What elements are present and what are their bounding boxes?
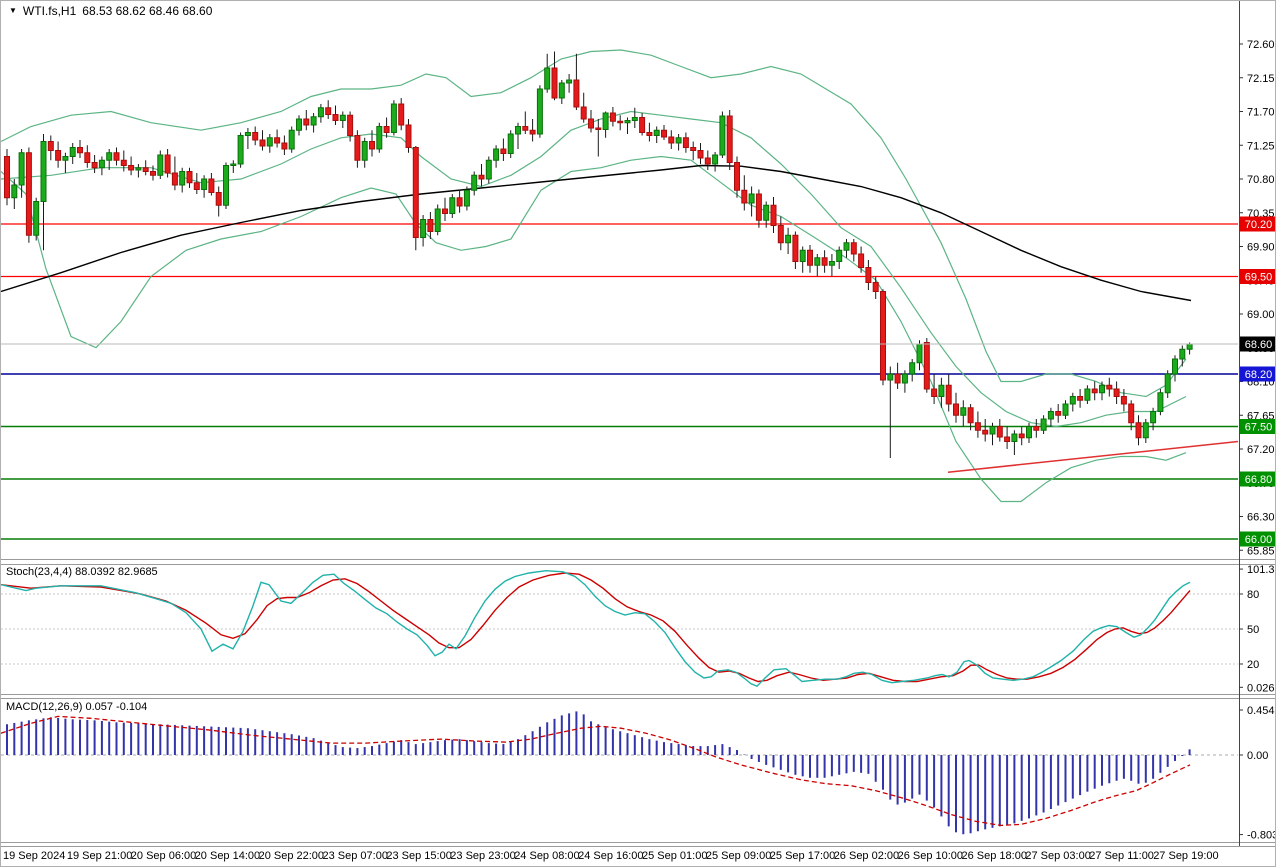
svg-text:80: 80 bbox=[1247, 589, 1259, 601]
svg-text:20 Sep 22:00: 20 Sep 22:00 bbox=[259, 850, 324, 862]
svg-text:20 Sep 14:00: 20 Sep 14:00 bbox=[195, 850, 260, 862]
svg-text:19 Sep 21:00: 19 Sep 21:00 bbox=[67, 850, 132, 862]
svg-text:27 Sep 11:00: 27 Sep 11:00 bbox=[1089, 850, 1154, 862]
svg-text:27 Sep 03:00: 27 Sep 03:00 bbox=[1025, 850, 1090, 862]
symbol-name: WTI.fs,H1 bbox=[22, 4, 77, 18]
svg-text:66.00: 66.00 bbox=[1245, 534, 1273, 546]
svg-text:27 Sep 19:00: 27 Sep 19:00 bbox=[1153, 850, 1218, 862]
svg-text:23 Sep 23:00: 23 Sep 23:00 bbox=[450, 850, 515, 862]
svg-text:70.20: 70.20 bbox=[1245, 219, 1273, 231]
svg-text:72.60: 72.60 bbox=[1247, 39, 1275, 51]
svg-text:65.85: 65.85 bbox=[1247, 545, 1275, 557]
svg-text:66.30: 66.30 bbox=[1247, 512, 1275, 524]
svg-text:68.60: 68.60 bbox=[1245, 339, 1273, 351]
svg-text:25 Sep 01:00: 25 Sep 01:00 bbox=[642, 850, 707, 862]
svg-text:71.70: 71.70 bbox=[1247, 107, 1275, 119]
svg-text:68.20: 68.20 bbox=[1245, 369, 1273, 381]
svg-text:101.3626: 101.3626 bbox=[1247, 564, 1276, 576]
svg-text:0.0268: 0.0268 bbox=[1247, 682, 1276, 694]
svg-text:24 Sep 16:00: 24 Sep 16:00 bbox=[578, 850, 643, 862]
svg-text:23 Sep 07:00: 23 Sep 07:00 bbox=[323, 850, 388, 862]
svg-text:67.20: 67.20 bbox=[1247, 444, 1275, 456]
svg-text:26 Sep 10:00: 26 Sep 10:00 bbox=[898, 850, 963, 862]
candles-layer[interactable] bbox=[4, 51, 1193, 459]
price-badges[interactable]: 70.20 69.50 68.60 68.20 67.50 66.80 66.00 bbox=[1240, 216, 1276, 547]
svg-text:19 Sep 2024: 19 Sep 2024 bbox=[3, 850, 65, 862]
svg-text:26 Sep 02:00: 26 Sep 02:00 bbox=[834, 850, 899, 862]
symbol-dropdown-icon[interactable]: ▼ bbox=[9, 6, 17, 15]
svg-text:71.25: 71.25 bbox=[1247, 140, 1275, 152]
svg-text:24 Sep 08:00: 24 Sep 08:00 bbox=[514, 850, 579, 862]
svg-text:50: 50 bbox=[1247, 624, 1259, 636]
panel-separators[interactable] bbox=[1, 559, 1276, 847]
symbol-ohlc: 68.53 68.62 68.46 68.60 bbox=[82, 4, 213, 18]
stochastic-panel[interactable] bbox=[1, 569, 1238, 688]
svg-text:26 Sep 18:00: 26 Sep 18:00 bbox=[962, 850, 1027, 862]
svg-text:20: 20 bbox=[1247, 659, 1259, 671]
svg-text:25 Sep 17:00: 25 Sep 17:00 bbox=[770, 850, 835, 862]
macd-panel[interactable] bbox=[1, 711, 1238, 835]
svg-text:70.80: 70.80 bbox=[1247, 174, 1275, 186]
price-axis[interactable]: 72.6072.1571.7071.2570.8070.3569.9069.45… bbox=[1239, 1, 1276, 846]
svg-text:-0.803: -0.803 bbox=[1247, 830, 1276, 842]
svg-text:67.50: 67.50 bbox=[1245, 422, 1273, 434]
svg-text:20 Sep 06:00: 20 Sep 06:00 bbox=[131, 850, 196, 862]
moving-average bbox=[1, 164, 1192, 302]
svg-text:69.50: 69.50 bbox=[1245, 272, 1273, 284]
svg-text:23 Sep 15:00: 23 Sep 15:00 bbox=[386, 850, 451, 862]
svg-text:0.454: 0.454 bbox=[1247, 705, 1275, 717]
horizontal-levels[interactable] bbox=[1, 223, 1238, 540]
svg-text:25 Sep 09:00: 25 Sep 09:00 bbox=[706, 850, 771, 862]
symbol-title: ▼ WTI.fs,H1 68.53 68.62 68.46 68.60 bbox=[9, 4, 212, 18]
trendline[interactable] bbox=[947, 440, 1239, 473]
svg-text:0.00: 0.00 bbox=[1247, 750, 1268, 762]
svg-text:72.15: 72.15 bbox=[1247, 73, 1275, 85]
svg-text:66.80: 66.80 bbox=[1245, 474, 1273, 486]
svg-text:69.90: 69.90 bbox=[1247, 242, 1275, 254]
bollinger-bands bbox=[1, 49, 1187, 503]
svg-text:69.00: 69.00 bbox=[1247, 309, 1275, 321]
